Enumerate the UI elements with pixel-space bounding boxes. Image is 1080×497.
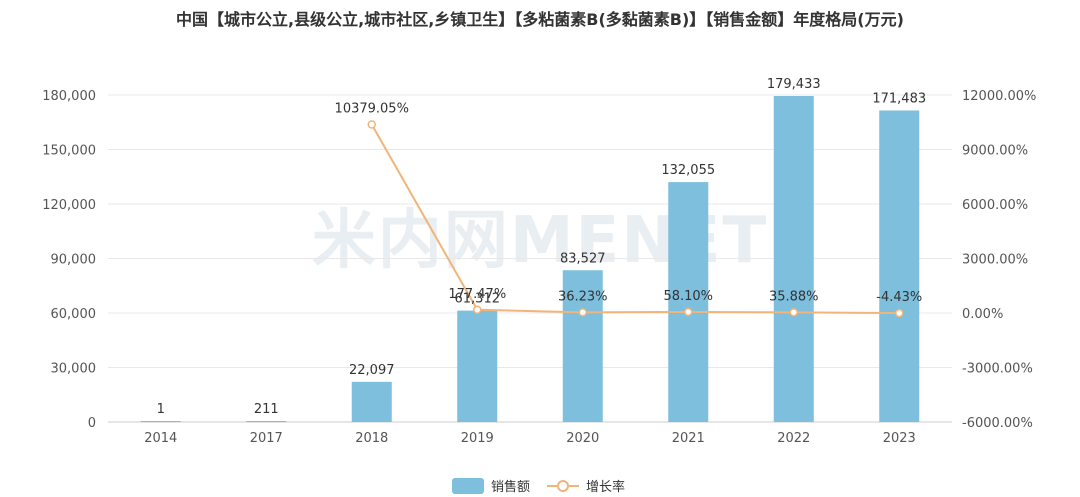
line-value-label: 35.88% — [769, 289, 819, 304]
y-right-tick-label: 12000.00% — [962, 89, 1036, 104]
y-left-tick-label: 30,000 — [51, 362, 97, 377]
y-right-tick-label: -6000.00% — [962, 416, 1033, 431]
legend-line-marker — [557, 480, 569, 492]
bar-value-label: 22,097 — [349, 363, 395, 378]
growth-line — [370, 123, 900, 315]
y-right-tick-label: 6000.00% — [962, 198, 1028, 213]
y-right-tick-label: -3000.00% — [962, 362, 1033, 377]
y-left-tick-label: 60,000 — [51, 307, 97, 322]
legend-label-growth: 增长率 — [586, 479, 625, 495]
line-value-label: -4.43% — [876, 290, 922, 305]
legend: 销售额 增长率 — [452, 478, 625, 495]
y-right-tick-label: 0.00% — [962, 307, 1003, 322]
line-value-label: 177.47% — [448, 287, 506, 302]
x-tick-label: 2023 — [883, 431, 916, 446]
bar-series — [140, 96, 920, 423]
x-tick-label: 2020 — [566, 431, 599, 446]
legend-label-sales: 销售额 — [491, 479, 530, 495]
x-tick-label: 2017 — [250, 431, 283, 446]
bar-value-label: 61,312 — [455, 292, 501, 307]
bar — [562, 270, 603, 422]
bar — [351, 381, 392, 422]
x-tick-label: 2019 — [461, 431, 494, 446]
line-point — [473, 305, 482, 315]
line-value-label: 10379.05% — [335, 101, 409, 116]
legend-bar-swatch — [452, 478, 484, 494]
line-point — [895, 308, 904, 318]
y-right-tick-label: 3000.00% — [962, 253, 1028, 268]
x-axis: 2014 2017 2018 2019 2020 2021 2022 2023 — [108, 421, 952, 446]
y-axis-left: 0 30,000 60,000 90,000 120,000 150,000 180,000 — [42, 89, 96, 431]
y-left-tick-label: 120,000 — [42, 198, 96, 213]
y-axis-right: -6000.00% -3000.00% 0.00% 3000.00% 6000.00% 9… — [962, 89, 1036, 431]
line-series — [367, 120, 904, 318]
line-value-label: 58.10% — [663, 289, 713, 304]
bar-value-label: 211 — [254, 402, 279, 417]
bar — [668, 182, 709, 422]
bar — [140, 421, 181, 422]
bar-value-label: 1 — [157, 402, 165, 417]
bar-value-label: 179,433 — [767, 77, 821, 92]
line-point — [789, 308, 798, 317]
bar — [773, 96, 814, 422]
line-point — [578, 308, 587, 317]
x-tick-label: 2018 — [355, 431, 388, 446]
y-right-tick-label: 9000.00% — [962, 144, 1028, 159]
bar-value-label: 171,483 — [872, 91, 926, 106]
x-tick-label: 2021 — [672, 431, 705, 446]
y-left-tick-label: 90,000 — [51, 253, 97, 268]
y-left-tick-label: 0 — [88, 416, 96, 431]
gridlines — [108, 94, 952, 423]
line-point — [684, 307, 693, 317]
y-left-tick-label: 180,000 — [42, 89, 96, 104]
data-labels: 1 211 22,097 61,312 83,527 132,055 179,433 171,… — [157, 77, 927, 417]
line-point — [367, 120, 376, 129]
bar — [246, 421, 287, 422]
x-tick-label: 2022 — [777, 431, 810, 446]
bar — [879, 110, 920, 423]
y-left-tick-label: 150,000 — [42, 144, 96, 159]
bar — [457, 310, 498, 422]
bar-value-label: 132,055 — [661, 163, 715, 178]
bar-value-label: 83,527 — [560, 251, 606, 266]
x-tick-label: 2014 — [144, 431, 177, 446]
line-value-label: 36.23% — [558, 289, 608, 304]
chart-title: 中国【城市公立,县级公立,城市社区,乡镇卫生】【多粘菌素B(多黏菌素B)】【销售… — [176, 10, 904, 29]
